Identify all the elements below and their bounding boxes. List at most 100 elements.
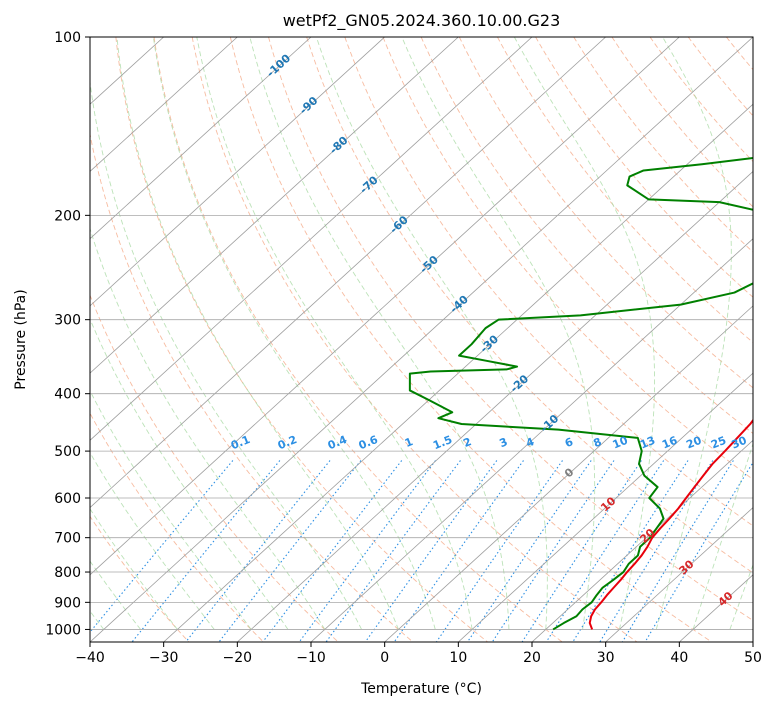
dry-adiabat-line	[458, 37, 753, 389]
mixing-ratio-label: 6	[563, 435, 575, 450]
moist-adiabat-line	[116, 37, 399, 630]
moist-adiabat-line	[152, 37, 436, 630]
mixing-ratio-line	[325, 460, 461, 642]
x-tick-label: 40	[670, 650, 688, 666]
y-tick-label: 100	[54, 30, 81, 46]
y-tick-label: 600	[54, 491, 81, 507]
mixing-ratio-label: 20	[684, 434, 703, 452]
axes: −40 −30 −20 −10 0 10 20 30 40 5010020030040050060…	[45, 30, 762, 666]
mixing-ratio-line	[572, 460, 689, 642]
mixing-ratio-label: 0.1	[229, 433, 252, 452]
isotherm-line	[90, 37, 753, 642]
x-tick-label: −20	[223, 650, 253, 666]
moist-adiabat-line	[196, 37, 473, 630]
data-series	[408, 156, 753, 631]
mixing-ratio-line	[491, 460, 615, 642]
dry-adiabat-line	[382, 37, 753, 480]
y-tick-label: 900	[54, 595, 81, 611]
profile-series-line	[408, 156, 753, 631]
y-tick-label: 300	[54, 313, 81, 329]
isotherm-line	[458, 372, 753, 642]
mixing-ratio-label: 36	[750, 434, 769, 452]
isotherm-line	[531, 439, 753, 642]
dry-adiabat-line	[497, 37, 753, 344]
chart-title: wetPf2_GN05.2024.360.10.00.G23	[283, 11, 561, 31]
moist-adiabat-line	[90, 507, 178, 630]
mixing-ratio-line	[131, 460, 281, 642]
dry-adiabat-line	[765, 37, 775, 642]
x-axis-label: Temperature (°C)	[360, 681, 482, 697]
isotherm-line	[237, 170, 753, 642]
mixing-ratio-line	[218, 460, 362, 642]
x-tick-label: −10	[296, 650, 326, 666]
mixing-ratio-label: 25	[709, 434, 728, 452]
isotherm-line	[605, 507, 753, 642]
mixing-ratio-label: 0.6	[357, 433, 380, 452]
dry-adiabat-line	[229, 37, 712, 642]
dry-adiabat-line	[611, 37, 753, 208]
mixing-ratio-line	[364, 460, 498, 642]
isotherm-line	[752, 641, 753, 642]
line-labels: -100-90-80-70-60-50-40-30-20-10010203040…	[229, 52, 769, 610]
mixing-ratio-label: 8	[592, 435, 604, 450]
mixing-ratio-line	[644, 461, 753, 642]
moist-adiabat-line	[315, 37, 548, 630]
dry-adiabat-line	[573, 37, 753, 253]
mixing-ratio-line	[435, 460, 563, 642]
mixing-ratio-line	[185, 460, 331, 642]
mixing-ratio-line	[545, 460, 665, 642]
dry-adiabat-line	[115, 37, 488, 642]
x-tick-label: 10	[449, 650, 467, 666]
x-tick-label: −40	[75, 650, 105, 666]
isotherm-line	[90, 37, 459, 374]
moist-adiabat-line	[90, 560, 141, 630]
moist-adiabat-line	[90, 451, 215, 630]
mixing-ratio-label: 1.5	[431, 433, 454, 452]
mixing-ratio-label: 0.4	[326, 433, 349, 452]
moist-adiabat-line	[729, 563, 753, 630]
dry-adiabat-line	[90, 293, 339, 642]
isotherm-line	[384, 305, 753, 642]
y-tick-label: 400	[54, 387, 81, 403]
moist-adiabat-line	[90, 78, 362, 630]
dry-adiabat-line	[191, 37, 638, 642]
mixing-ratio-label: 2	[461, 435, 473, 450]
x-tick-label: −30	[149, 650, 179, 666]
moist-adiabat-line	[401, 37, 596, 630]
mixing-ratio-line	[467, 460, 592, 642]
mixing-ratio-label: 1	[403, 435, 415, 450]
dry-adiabat-line	[535, 37, 753, 298]
isotherm-line	[310, 238, 753, 642]
x-tick-label: 30	[597, 650, 615, 666]
moist-adiabat-line	[90, 317, 289, 630]
mixing-ratio-line	[521, 460, 642, 642]
dry-adiabat-line	[344, 37, 753, 527]
dry-adiabat-line	[306, 37, 753, 574]
mixing-ratio-line	[90, 460, 234, 633]
isotherm-label: -100	[264, 52, 293, 80]
profile-series-line	[588, 418, 753, 630]
y-tick-label: 200	[54, 208, 81, 224]
isotherm-line	[90, 37, 533, 441]
mixing-ratio-label: 16	[660, 434, 679, 452]
y-axis-label: Pressure (hPa)	[13, 289, 29, 389]
isotherm-line	[163, 103, 753, 642]
moist-adiabat-line	[249, 37, 510, 630]
x-tick-label: 0	[380, 650, 389, 666]
background-lines	[90, 37, 775, 642]
mixing-ratio-line	[393, 460, 524, 642]
moist-adiabat-line	[90, 227, 326, 630]
isotherm-line	[90, 37, 606, 509]
moist-adiabat-line	[655, 37, 732, 630]
y-tick-label: 500	[54, 444, 81, 460]
plot-frame	[89, 36, 754, 643]
dry-adiabat-line	[268, 37, 753, 622]
dry-adiabat-line	[90, 131, 414, 642]
dry-adiabat-line	[649, 37, 753, 163]
moist-adiabat-line	[692, 442, 753, 630]
moist-adiabat-line	[90, 389, 252, 630]
dry-adiabat-line	[90, 412, 264, 642]
isotherm-line	[90, 37, 312, 240]
mixing-ratio-line	[298, 460, 437, 642]
